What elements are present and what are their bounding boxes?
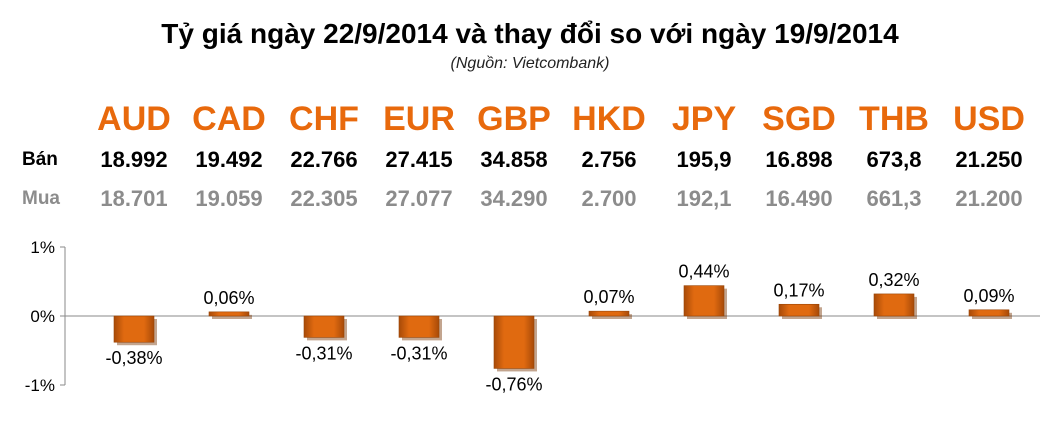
bar-cad	[208, 311, 250, 317]
sell-rate-usd: 21.250	[955, 147, 1023, 172]
bar-shadow	[592, 314, 632, 319]
currency-code-aud: AUD	[97, 100, 171, 138]
data-label-sgd: 0,17%	[773, 280, 824, 300]
bar-usd	[968, 309, 1010, 317]
buy-rate-gbp: 34.290	[480, 186, 548, 211]
buy-rate-jpy: 192,1	[676, 186, 732, 211]
bar-jpy	[683, 285, 725, 317]
buy-rate-cad: 19.059	[195, 186, 263, 211]
data-label-jpy: 0,44%	[678, 262, 729, 282]
bar-aud	[113, 315, 155, 343]
data-label-hkd: 0,07%	[583, 287, 634, 307]
currency-code-cad: CAD	[192, 100, 266, 138]
data-label-chf: -0,31%	[295, 343, 352, 363]
y-tick-label: -1%	[25, 376, 55, 395]
currency-code-hkd: HKD	[572, 100, 646, 138]
source-note: (Nguồn: Vietcombank)	[450, 55, 610, 72]
buy-rate-hkd: 2.700	[581, 186, 637, 211]
buy-row-label: Mua	[22, 188, 60, 209]
buy-rate-eur: 27.077	[385, 186, 453, 211]
y-tick-label: 1%	[30, 238, 55, 257]
currency-code-eur: EUR	[383, 100, 455, 138]
currency-code-gbp: GBP	[477, 100, 551, 138]
bar-eur	[398, 315, 440, 338]
buy-rate-chf: 22.305	[290, 186, 358, 211]
sell-rate-jpy: 195,9	[676, 147, 732, 172]
buy-rate-usd: 21.200	[955, 186, 1023, 211]
data-label-usd: 0,09%	[963, 286, 1014, 306]
sell-rate-aud: 18.992	[100, 147, 168, 172]
currency-code-jpy: JPY	[671, 100, 737, 138]
sell-rate-hkd: 2.756	[581, 147, 637, 172]
buy-rate-aud: 18.701	[100, 186, 168, 211]
y-tick-label: 0%	[30, 307, 55, 326]
data-label-eur: -0,31%	[390, 343, 447, 363]
sell-rate-eur: 27.415	[385, 147, 453, 172]
bar-thb	[873, 293, 915, 317]
data-label-cad: 0,06%	[203, 288, 254, 308]
sell-rate-sgd: 16.898	[765, 147, 833, 172]
currency-code-usd: USD	[953, 100, 1025, 138]
sell-rate-chf: 22.766	[290, 147, 358, 172]
sell-rate-gbp: 34.858	[480, 147, 548, 172]
bar-hkd	[588, 310, 630, 317]
data-label-aud: -0,38%	[105, 348, 162, 368]
chart-title: Tỷ giá ngày 22/9/2014 và thay đổi so với…	[161, 18, 899, 49]
bar-gbp	[493, 315, 535, 369]
bar-chf	[303, 315, 345, 338]
data-label-thb: 0,32%	[868, 270, 919, 290]
sell-row-label: Bán	[22, 149, 58, 170]
bar-shadow	[212, 314, 252, 319]
currency-code-sgd: SGD	[762, 100, 836, 138]
currency-code-thb: THB	[859, 100, 929, 138]
sell-rate-cad: 19.492	[195, 147, 263, 172]
currency-code-chf: CHF	[289, 100, 359, 138]
buy-rate-thb: 661,3	[866, 186, 922, 211]
buy-rate-sgd: 16.490	[765, 186, 833, 211]
sell-rate-thb: 673,8	[866, 147, 922, 172]
change-bar-chart: 1% 0% -1% -0,38% 0,06% -0,31% -0,31% -0,76% 0,07…	[25, 238, 1040, 395]
bar-sgd	[778, 303, 820, 317]
data-label-gbp: -0,76%	[485, 374, 542, 394]
